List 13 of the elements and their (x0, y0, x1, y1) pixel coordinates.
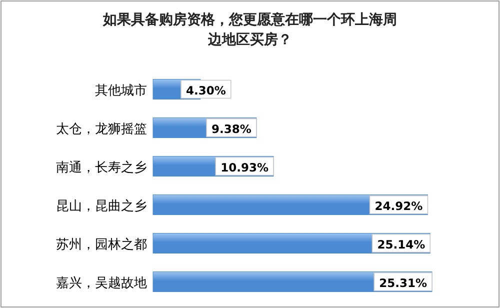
data-label: 10.93% (220, 160, 269, 174)
chart-title: 如果具备购房资格，您更愿意在哪一个环上海周边地区买房？ (102, 11, 397, 48)
data-label: 25.14% (377, 237, 426, 252)
y-tick-label: 其他城市 (95, 83, 147, 98)
y-tick-label: 嘉兴，吴越故地 (56, 276, 147, 291)
y-tick-label: 昆山，昆曲之乡 (56, 198, 147, 214)
y-tick-label: 南通，长寿之乡 (56, 160, 147, 176)
data-label: 4.30% (186, 83, 226, 98)
data-label: 24.92% (374, 198, 424, 213)
y-tick-label: 苏州，园林之都 (56, 237, 147, 252)
data-label: 25.31% (379, 276, 428, 290)
data-label: 9.38% (211, 122, 252, 136)
y-tick-label: 太仓，龙狮摇篮 (56, 122, 147, 137)
